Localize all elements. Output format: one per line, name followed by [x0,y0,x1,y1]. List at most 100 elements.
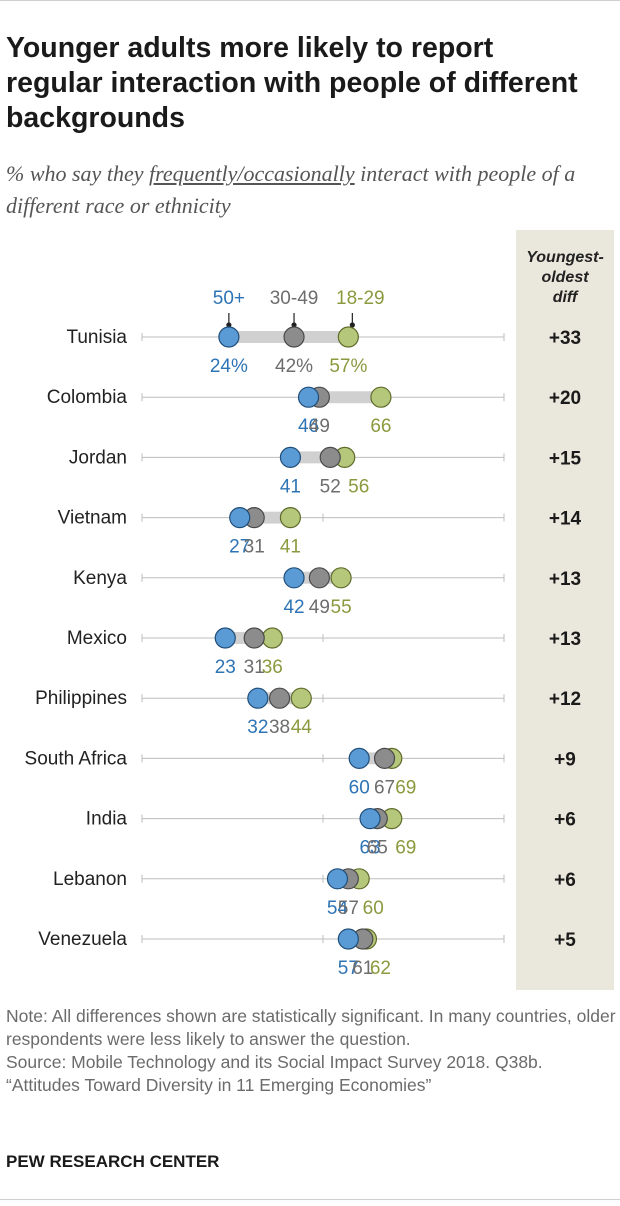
value-label-50-plus: 32 [247,717,268,738]
country-label: Colombia [47,387,128,408]
diff-column-panel [516,230,614,990]
value-label-30-49: 49 [309,597,330,618]
diff-value: +5 [554,930,576,951]
diff-value: +15 [549,448,582,469]
dot-30-49 [308,567,330,589]
diff-value: +14 [549,509,582,530]
value-label-50-plus: 23 [215,657,236,678]
note-text: Note: All differences shown are statisti… [6,1006,616,1049]
value-label-50-plus: 54 [327,898,349,919]
dot-18-29 [330,567,352,589]
bottom-rule [0,1199,620,1200]
country-label: Philippines [35,688,127,709]
legend-leader-dot [291,322,297,328]
dot-30-49 [243,627,265,649]
legend-label: 50+ [213,288,245,309]
value-label-18-29: 57% [329,356,367,377]
value-label-18-29: 36 [262,657,283,678]
country-label: India [86,809,128,830]
country-label: Venezuela [38,929,127,950]
country-label: South Africa [25,748,128,769]
diff-value: +6 [554,870,576,891]
dot-50-plus [297,386,320,408]
value-label-18-29: 41 [280,537,301,558]
report-title: “Attitudes Toward Diversity in 11 Emergi… [6,1075,432,1095]
value-label-18-29: 69 [395,838,416,859]
value-label-50-plus: 63 [359,838,380,859]
dot-50-plus [214,627,236,649]
value-label-18-29: 66 [370,416,391,437]
value-label-50-plus: 60 [349,777,370,798]
dot-50-plus [326,868,349,890]
value-label-18-29: 56 [348,476,369,497]
legend-label: 30-49 [270,288,319,309]
country-label: Jordan [69,447,127,468]
dot-30-49 [268,687,291,709]
diff-value: +13 [549,629,581,650]
value-label-30-49: 31 [244,537,265,558]
value-label-50-plus: 27 [229,537,250,558]
dot-50-plus [218,326,240,348]
value-label-18-29: 55 [331,597,352,618]
top-rule [0,0,620,1]
diff-value: +20 [549,388,581,409]
value-label-50-plus: 42 [283,597,304,618]
value-label-50-plus: 57 [338,958,359,979]
value-label-50-plus: 46 [298,416,319,437]
subtitle-after: interact with people of a different race… [6,161,576,218]
legend-label: 18-29 [336,288,385,309]
value-label-30-49: 67 [374,777,395,798]
diff-header-line: diff [553,289,579,306]
dot-30-49 [373,747,396,770]
dot-50-plus [229,507,251,529]
dot-18-29 [279,507,302,529]
chart-subtitle: % who say they frequently/occasionally i… [6,158,606,222]
value-label-30-49: 52 [320,476,341,497]
dot-18-29 [370,386,392,408]
value-label-30-49: 65 [367,838,388,859]
dot-30-49 [319,446,341,468]
dot-30-49 [283,326,305,348]
legend-leader-dot [226,322,232,328]
dot-18-29 [261,627,283,649]
value-label-18-29: 62 [370,958,391,979]
dot-50-plus [279,446,302,468]
dot-50-plus [283,567,305,589]
diff-value: +13 [549,569,581,590]
value-label-18-29: 69 [395,777,416,798]
country-label: Lebanon [53,869,127,890]
value-label-30-49: 61 [352,958,373,979]
dot-50-plus [359,807,381,830]
diff-header-line: Youngest- [526,249,604,266]
dot-18-29 [290,687,312,709]
country-label: Mexico [67,628,127,649]
dot-50-plus [348,747,370,770]
value-label-30-49: 57 [338,898,359,919]
notes-block: Note: All differences shown are statisti… [6,1005,616,1097]
subtitle-before: % who say they [6,161,149,186]
value-label-30-49: 38 [269,717,290,738]
dot-50-plus [337,928,359,950]
value-label-18-29: 44 [291,717,313,738]
diff-value: +33 [549,328,581,349]
value-label-30-49: 49 [309,416,330,437]
diff-header-line: oldest [541,269,589,286]
country-label: Tunisia [66,327,127,348]
dot-plot-chart: Youngest-oldest diff 50+ 30-49 18-29 Tunisia 2… [25,230,614,990]
value-label-30-49: 31 [244,657,265,678]
dot-18-29 [337,326,359,348]
dot-50-plus [247,687,269,709]
value-label-50-plus: 41 [280,476,301,497]
subtitle-underlined: frequently/occasionally [148,161,355,186]
value-label-30-49: 42% [275,356,313,377]
legend-leader-dot [349,322,355,328]
value-label-18-29: 60 [363,898,384,919]
chart-title: Younger adults more likely to report reg… [6,32,578,134]
organization-name: PEW RESEARCH CENTER [6,1152,220,1171]
value-label-50-plus: 24% [210,356,248,377]
diff-value: +9 [554,749,576,770]
country-label: Kenya [73,568,127,589]
diff-value: +12 [549,689,581,710]
diff-value: +6 [554,810,576,831]
source-text: Source: Mobile Technology and its Social… [6,1052,543,1072]
